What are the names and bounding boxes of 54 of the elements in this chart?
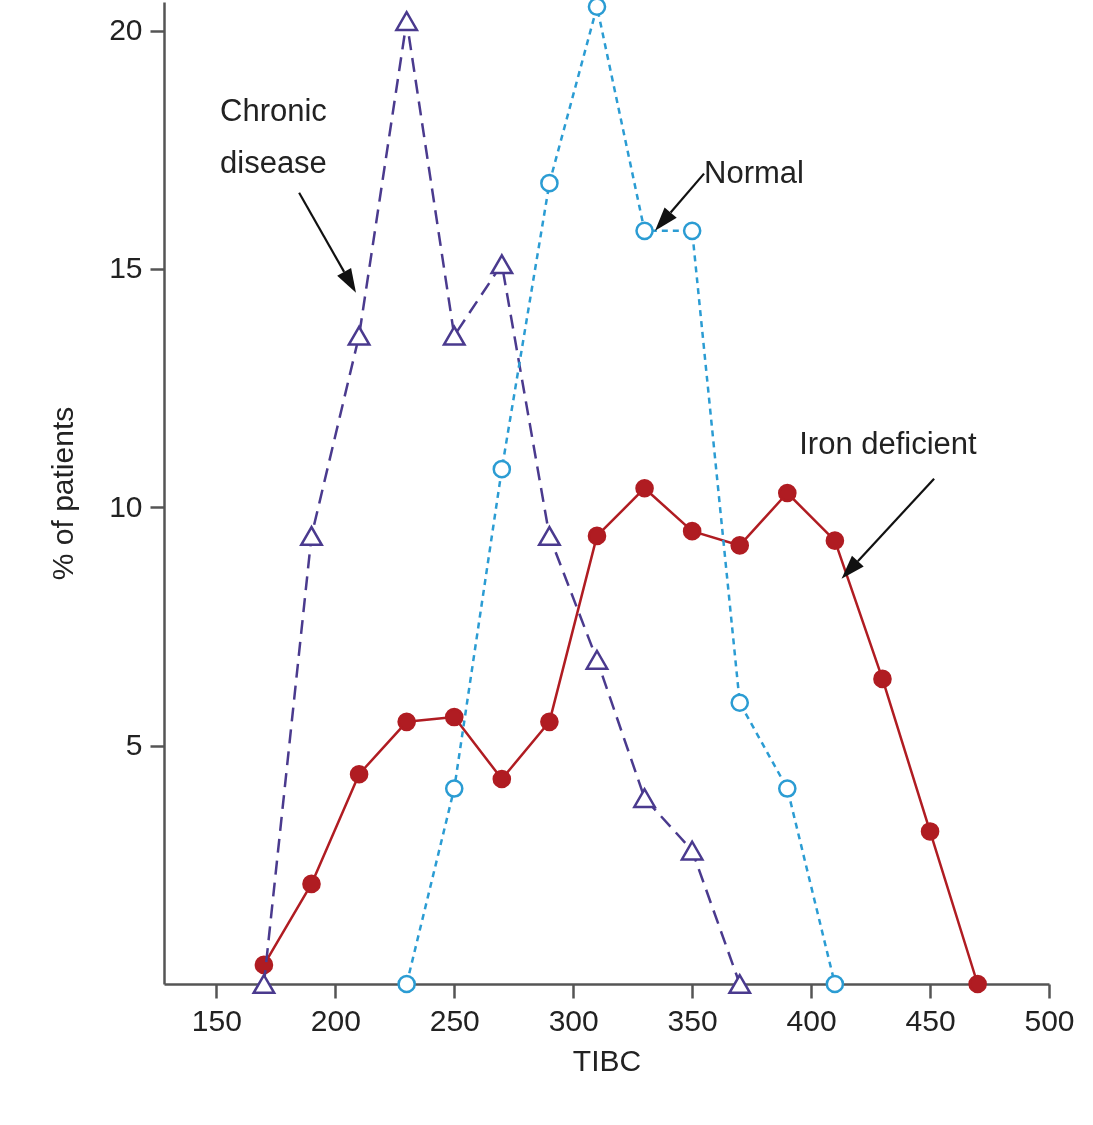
point [968,974,987,994]
x-tick-label: 350 [667,1003,718,1037]
series-label: Normal [704,154,804,190]
point [395,10,419,32]
point [444,707,464,727]
y-tick-label: 5 [125,728,143,762]
point [442,325,466,346]
point [730,536,750,555]
point [730,693,750,713]
point [633,787,657,809]
x-tick-label: 300 [548,1003,599,1037]
point [397,974,416,994]
x-tick-label: 500 [1024,1003,1075,1037]
point [444,779,464,798]
point [682,521,702,541]
point [825,974,845,994]
point [728,973,752,995]
point [587,526,607,546]
y-tick-label: 15 [109,251,143,285]
point [777,779,797,798]
point [825,531,845,550]
point [635,221,654,241]
point [492,459,512,479]
point [302,874,321,894]
point [490,254,514,275]
x-tick-label: 450 [905,1003,956,1037]
x-tick-label: 250 [429,1003,480,1037]
x-tick-label: 150 [191,1003,242,1037]
point [492,769,512,789]
x-tick-label: 200 [310,1003,361,1037]
x-tick-label: 400 [786,1003,837,1037]
point [397,712,416,732]
series-label: Iron deficient [799,426,978,462]
point [537,525,561,547]
point [254,955,274,975]
point [873,669,892,689]
y-tick-label: 20 [109,13,143,47]
y-tick-label: 10 [109,489,143,523]
point [680,840,704,861]
point [540,173,559,193]
point [585,649,609,670]
point [587,0,607,17]
point [540,712,559,732]
point [252,973,276,995]
series-label: Chronic disease [220,92,327,181]
point [635,478,654,498]
point [777,483,797,503]
y-axis-title: % of patients [46,406,80,581]
point [920,822,940,841]
point [300,525,323,547]
x-axis-title: TIBC [572,1043,642,1077]
point [347,325,371,346]
point [682,221,702,241]
point [349,764,369,784]
